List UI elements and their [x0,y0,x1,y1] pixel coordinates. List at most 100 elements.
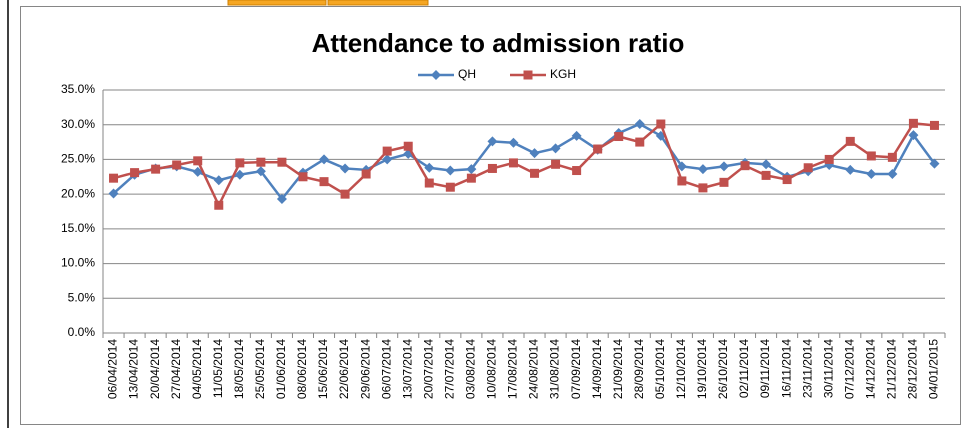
marker [466,164,477,175]
y-tick-label: 5.0% [68,290,96,304]
x-tick-label: 08/06/2014 [295,339,309,399]
marker [172,160,182,170]
marker [887,152,897,162]
x-tick-label: 11/05/2014 [211,339,225,398]
x-tick-label: 04/01/2015 [927,339,941,399]
marker [698,183,708,193]
y-tick-label: 0.0% [68,325,96,339]
marker [213,175,224,186]
x-tick-label: 09/11/2014 [758,339,772,398]
marker [193,156,203,166]
marker [130,168,140,178]
x-tick-label: 22/06/2014 [337,339,351,399]
tab [227,0,327,6]
marker [340,163,351,174]
marker [530,168,540,178]
marker [676,161,687,172]
marker [109,173,119,183]
marker [445,165,456,176]
marker [523,70,533,80]
y-tick-label: 25.0% [61,152,95,166]
marker [431,70,441,80]
x-tick-label: 12/10/2014 [674,339,688,399]
x-tick-label: 18/05/2014 [232,339,246,399]
marker [845,164,856,175]
marker [382,146,392,156]
x-tick-label: 26/10/2014 [716,339,730,399]
marker [424,178,434,188]
series-line [113,121,935,209]
marker [866,169,877,180]
x-tick-label: 23/11/2014 [800,339,814,398]
marker [635,137,645,147]
x-tick-label: 31/08/2014 [548,339,562,399]
marker [719,177,729,187]
marker [550,143,561,154]
x-tick-label: 14/12/2014 [863,339,877,399]
x-tick-label: 06/04/2014 [106,339,120,399]
x-tick-label: 28/09/2014 [632,339,646,399]
marker [593,144,603,154]
marker [508,137,519,148]
marker [255,166,266,177]
y-tick-label: 15.0% [61,221,95,235]
marker [235,158,245,168]
x-tick-label: 13/07/2014 [400,339,414,399]
x-tick-label: 04/05/2014 [190,339,204,399]
x-tick-label: 10/08/2014 [485,339,499,399]
marker [824,154,834,164]
x-tick-label: 07/09/2014 [569,339,583,399]
marker [508,158,518,168]
marker [697,164,708,175]
x-tick-label: 01/06/2014 [274,339,288,399]
x-tick-label: 02/11/2014 [737,339,751,398]
chart-title: Attendance to admission ratio [312,28,685,58]
y-tick-label: 30.0% [61,117,95,131]
x-tick-label: 19/10/2014 [695,339,709,399]
marker [234,169,245,180]
y-tick-label: 10.0% [61,256,95,270]
marker [740,161,750,171]
legend-label: QH [458,67,476,81]
marker [614,132,624,142]
marker [276,194,287,205]
y-tick-label: 20.0% [61,186,95,200]
marker [319,154,330,165]
marker [908,118,918,128]
marker [803,163,813,173]
tab [327,0,429,6]
marker [424,162,435,173]
chart-frame [20,6,961,425]
x-tick-label: 29/06/2014 [358,339,372,399]
marker [761,170,771,180]
marker [572,166,582,176]
marker [782,175,792,185]
x-tick-label: 27/04/2014 [169,339,183,399]
x-tick-label: 30/11/2014 [821,339,835,398]
marker [656,119,666,129]
marker [466,173,476,183]
marker [929,158,940,169]
marker [192,166,203,177]
x-tick-label: 16/11/2014 [779,339,793,398]
x-tick-label: 07/12/2014 [842,339,856,399]
marker [571,130,582,141]
marker [151,164,161,174]
marker [487,136,498,147]
marker [277,157,287,167]
legend-label: KGH [550,67,576,81]
x-tick-label: 24/08/2014 [527,339,541,399]
marker [718,161,729,172]
marker [487,163,497,173]
marker [529,148,540,159]
marker [298,172,308,182]
x-tick-label: 06/07/2014 [379,339,393,399]
x-tick-label: 21/09/2014 [611,339,625,399]
x-tick-label: 25/05/2014 [253,339,267,399]
marker [866,151,876,161]
marker [214,200,224,210]
x-tick-label: 20/04/2014 [148,339,162,399]
marker [382,154,393,165]
marker [761,159,772,170]
